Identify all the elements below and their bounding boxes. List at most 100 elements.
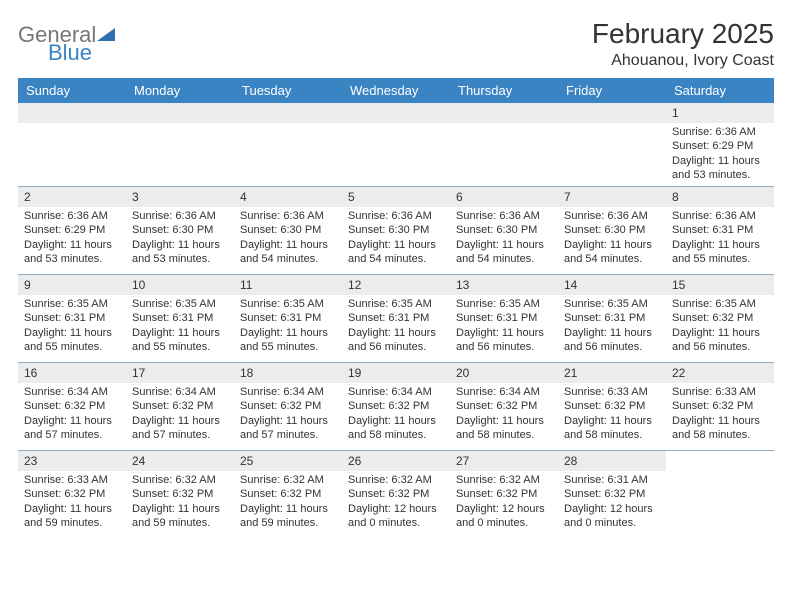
daylight-text: Daylight: 11 hours and 55 minutes. <box>24 326 120 355</box>
calendar-body: 1Sunrise: 6:36 AMSunset: 6:29 PMDaylight… <box>18 103 774 539</box>
calendar-day-cell: 3Sunrise: 6:36 AMSunset: 6:30 PMDaylight… <box>126 187 234 275</box>
daylight-text: Daylight: 11 hours and 57 minutes. <box>132 414 228 443</box>
calendar-day-cell: 28Sunrise: 6:31 AMSunset: 6:32 PMDayligh… <box>558 451 666 539</box>
day-number: 20 <box>450 363 558 383</box>
day-number: 21 <box>558 363 666 383</box>
daylight-text: Daylight: 11 hours and 58 minutes. <box>672 414 768 443</box>
sunrise-text: Sunrise: 6:35 AM <box>132 297 228 311</box>
calendar-day-cell: 17Sunrise: 6:34 AMSunset: 6:32 PMDayligh… <box>126 363 234 451</box>
sunset-text: Sunset: 6:31 PM <box>672 223 768 237</box>
day-details: Sunrise: 6:32 AMSunset: 6:32 PMDaylight:… <box>126 471 234 534</box>
day-details: Sunrise: 6:35 AMSunset: 6:31 PMDaylight:… <box>558 295 666 358</box>
day-number: 19 <box>342 363 450 383</box>
calendar-day-cell: 5Sunrise: 6:36 AMSunset: 6:30 PMDaylight… <box>342 187 450 275</box>
daylight-text: Daylight: 11 hours and 58 minutes. <box>348 414 444 443</box>
day-details: Sunrise: 6:36 AMSunset: 6:29 PMDaylight:… <box>18 207 126 270</box>
sunset-text: Sunset: 6:32 PM <box>348 487 444 501</box>
brand-triangle-icon <box>97 27 117 43</box>
day-details: Sunrise: 6:32 AMSunset: 6:32 PMDaylight:… <box>450 471 558 534</box>
calendar-day-cell: 1Sunrise: 6:36 AMSunset: 6:29 PMDaylight… <box>666 103 774 187</box>
weekday-heading: Monday <box>126 78 234 103</box>
sunset-text: Sunset: 6:30 PM <box>456 223 552 237</box>
calendar-day-cell: 4Sunrise: 6:36 AMSunset: 6:30 PMDaylight… <box>234 187 342 275</box>
calendar-day-cell <box>666 451 774 539</box>
day-details: Sunrise: 6:36 AMSunset: 6:30 PMDaylight:… <box>234 207 342 270</box>
day-number: 22 <box>666 363 774 383</box>
sunset-text: Sunset: 6:31 PM <box>24 311 120 325</box>
calendar-day-cell: 2Sunrise: 6:36 AMSunset: 6:29 PMDaylight… <box>18 187 126 275</box>
weekday-heading: Friday <box>558 78 666 103</box>
calendar-day-cell: 26Sunrise: 6:32 AMSunset: 6:32 PMDayligh… <box>342 451 450 539</box>
day-details: Sunrise: 6:34 AMSunset: 6:32 PMDaylight:… <box>342 383 450 446</box>
weekday-heading: Saturday <box>666 78 774 103</box>
day-details: Sunrise: 6:33 AMSunset: 6:32 PMDaylight:… <box>558 383 666 446</box>
sunset-text: Sunset: 6:29 PM <box>24 223 120 237</box>
page-header: GeneralBlue February 2025 Ahouanou, Ivor… <box>18 18 774 70</box>
brand-part2: Blue <box>48 42 117 64</box>
sunrise-text: Sunrise: 6:36 AM <box>348 209 444 223</box>
weekday-heading: Wednesday <box>342 78 450 103</box>
calendar-header-row: Sunday Monday Tuesday Wednesday Thursday… <box>18 78 774 103</box>
day-number: 26 <box>342 451 450 471</box>
day-details: Sunrise: 6:36 AMSunset: 6:29 PMDaylight:… <box>666 123 774 186</box>
sunset-text: Sunset: 6:30 PM <box>240 223 336 237</box>
calendar-day-cell: 25Sunrise: 6:32 AMSunset: 6:32 PMDayligh… <box>234 451 342 539</box>
day-details: Sunrise: 6:34 AMSunset: 6:32 PMDaylight:… <box>126 383 234 446</box>
daylight-text: Daylight: 11 hours and 55 minutes. <box>672 238 768 267</box>
day-number: 16 <box>18 363 126 383</box>
daylight-text: Daylight: 11 hours and 54 minutes. <box>456 238 552 267</box>
calendar-week-row: 9Sunrise: 6:35 AMSunset: 6:31 PMDaylight… <box>18 275 774 363</box>
day-number: 8 <box>666 187 774 207</box>
day-number: 1 <box>666 103 774 123</box>
sunset-text: Sunset: 6:32 PM <box>456 487 552 501</box>
daylight-text: Daylight: 11 hours and 59 minutes. <box>24 502 120 531</box>
day-number: 5 <box>342 187 450 207</box>
calendar-day-cell: 14Sunrise: 6:35 AMSunset: 6:31 PMDayligh… <box>558 275 666 363</box>
sunset-text: Sunset: 6:30 PM <box>132 223 228 237</box>
calendar-day-cell: 8 Sunrise: 6:36 AMSunset: 6:31 PMDaylight… <box>666 187 774 275</box>
daylight-text: Daylight: 11 hours and 55 minutes. <box>132 326 228 355</box>
calendar-day-cell: 15Sunrise: 6:35 AMSunset: 6:32 PMDayligh… <box>666 275 774 363</box>
day-details: Sunrise: 6:32 AMSunset: 6:32 PMDaylight:… <box>342 471 450 534</box>
sunrise-text: Sunrise: 6:36 AM <box>672 209 768 223</box>
day-number: 12 <box>342 275 450 295</box>
calendar-day-cell: 18Sunrise: 6:34 AMSunset: 6:32 PMDayligh… <box>234 363 342 451</box>
sunset-text: Sunset: 6:29 PM <box>672 139 768 153</box>
sunrise-text: Sunrise: 6:34 AM <box>348 385 444 399</box>
day-number: 24 <box>126 451 234 471</box>
empty-day <box>126 103 234 123</box>
day-details: Sunrise: 6:33 AMSunset: 6:32 PMDaylight:… <box>666 383 774 446</box>
day-number: 18 <box>234 363 342 383</box>
sunrise-text: Sunrise: 6:35 AM <box>672 297 768 311</box>
sunrise-text: Sunrise: 6:35 AM <box>564 297 660 311</box>
sunrise-text: Sunrise: 6:36 AM <box>132 209 228 223</box>
day-details: Sunrise: 6:35 AMSunset: 6:31 PMDaylight:… <box>18 295 126 358</box>
calendar-day-cell: 13Sunrise: 6:35 AMSunset: 6:31 PMDayligh… <box>450 275 558 363</box>
calendar-day-cell: 6Sunrise: 6:36 AMSunset: 6:30 PMDaylight… <box>450 187 558 275</box>
sunset-text: Sunset: 6:31 PM <box>240 311 336 325</box>
empty-day <box>234 103 342 123</box>
month-title: February 2025 <box>592 18 774 50</box>
daylight-text: Daylight: 11 hours and 56 minutes. <box>348 326 444 355</box>
day-number: 23 <box>18 451 126 471</box>
sunset-text: Sunset: 6:32 PM <box>132 487 228 501</box>
sunset-text: Sunset: 6:32 PM <box>672 311 768 325</box>
calendar-day-cell: 22Sunrise: 6:33 AMSunset: 6:32 PMDayligh… <box>666 363 774 451</box>
calendar-day-cell <box>126 103 234 187</box>
sunset-text: Sunset: 6:31 PM <box>132 311 228 325</box>
day-number: 13 <box>450 275 558 295</box>
day-details: Sunrise: 6:34 AMSunset: 6:32 PMDaylight:… <box>450 383 558 446</box>
day-number: 7 <box>558 187 666 207</box>
calendar-week-row: 1Sunrise: 6:36 AMSunset: 6:29 PMDaylight… <box>18 103 774 187</box>
sunset-text: Sunset: 6:30 PM <box>564 223 660 237</box>
sunset-text: Sunset: 6:32 PM <box>24 399 120 413</box>
sunrise-text: Sunrise: 6:32 AM <box>240 473 336 487</box>
day-number: 11 <box>234 275 342 295</box>
sunrise-text: Sunrise: 6:36 AM <box>456 209 552 223</box>
daylight-text: Daylight: 11 hours and 58 minutes. <box>564 414 660 443</box>
day-number: 2 <box>18 187 126 207</box>
sunrise-text: Sunrise: 6:36 AM <box>240 209 336 223</box>
day-details: Sunrise: 6:32 AMSunset: 6:32 PMDaylight:… <box>234 471 342 534</box>
empty-day <box>342 103 450 123</box>
calendar-day-cell: 10Sunrise: 6:35 AMSunset: 6:31 PMDayligh… <box>126 275 234 363</box>
